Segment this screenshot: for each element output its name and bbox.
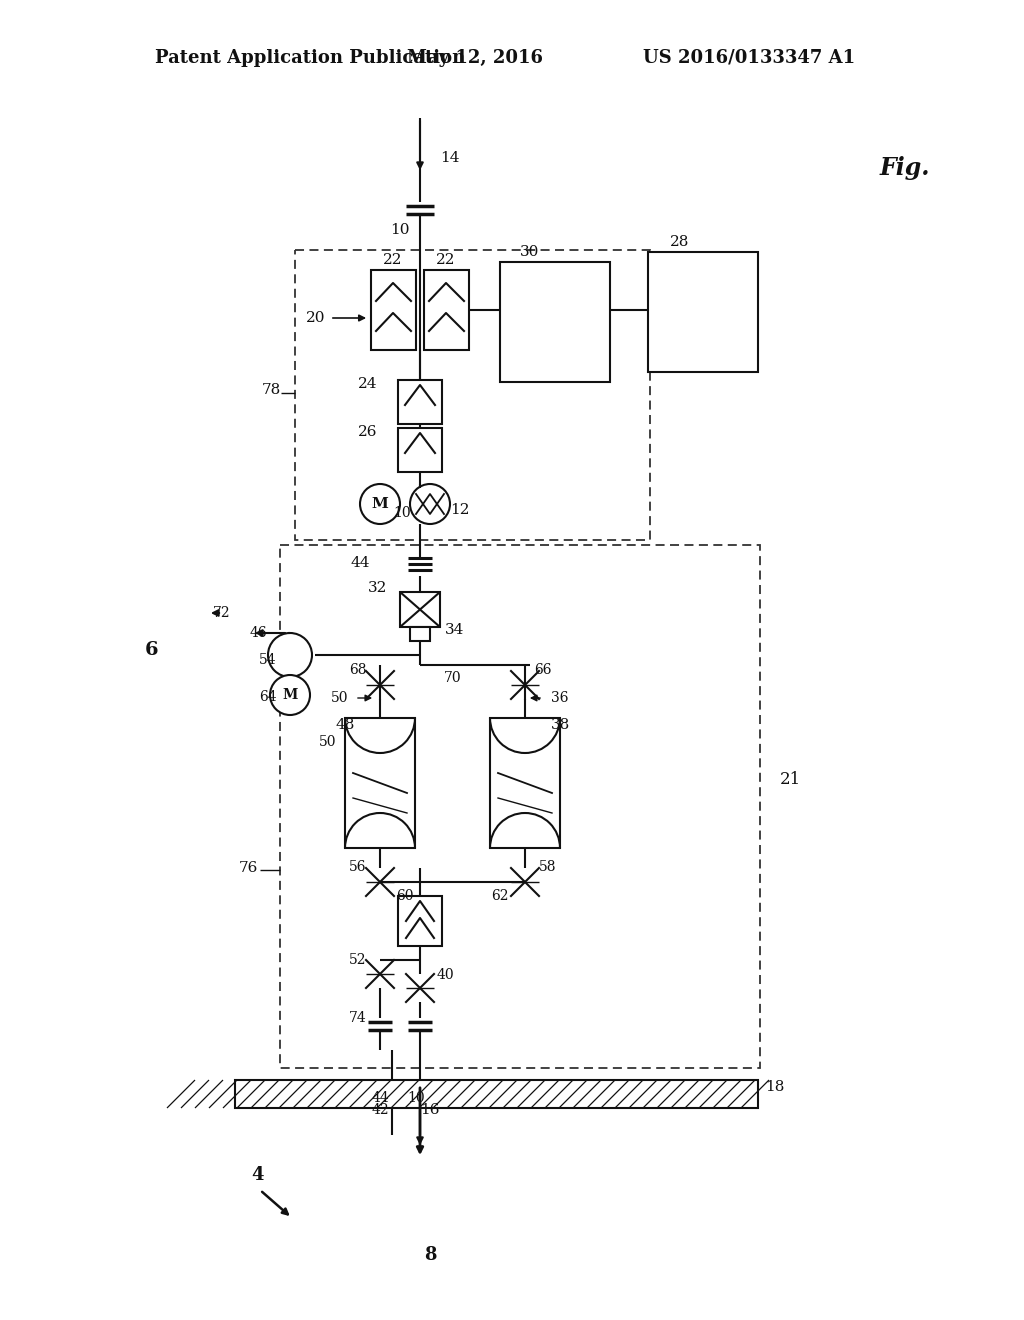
Text: 21: 21 xyxy=(779,771,801,788)
Bar xyxy=(398,380,442,424)
Circle shape xyxy=(410,484,450,524)
Text: 10: 10 xyxy=(393,506,411,520)
Circle shape xyxy=(270,675,310,715)
Text: 44: 44 xyxy=(371,1092,389,1105)
Bar xyxy=(410,627,430,642)
Text: M: M xyxy=(372,498,388,511)
Text: 22: 22 xyxy=(436,253,456,267)
Circle shape xyxy=(268,634,312,677)
Bar xyxy=(398,428,442,473)
Bar xyxy=(234,1080,758,1107)
Text: 66: 66 xyxy=(535,663,552,677)
Text: 50: 50 xyxy=(319,735,337,748)
Text: 58: 58 xyxy=(540,861,557,874)
Text: 32: 32 xyxy=(369,581,388,595)
Text: 54: 54 xyxy=(259,653,276,667)
Bar xyxy=(648,252,758,372)
Text: 62: 62 xyxy=(492,888,509,903)
Text: 8: 8 xyxy=(424,1246,436,1265)
Text: 10: 10 xyxy=(390,223,410,238)
Bar xyxy=(345,718,415,847)
Bar xyxy=(280,545,760,1068)
Text: 18: 18 xyxy=(765,1080,784,1094)
Text: 72: 72 xyxy=(213,606,230,620)
Text: 34: 34 xyxy=(445,623,465,638)
Text: 24: 24 xyxy=(358,378,378,391)
Text: 76: 76 xyxy=(239,861,258,875)
Text: 50: 50 xyxy=(331,690,349,705)
Bar xyxy=(490,718,560,847)
Bar xyxy=(371,271,416,350)
Text: 14: 14 xyxy=(440,150,460,165)
Bar xyxy=(500,261,610,381)
Text: 56: 56 xyxy=(349,861,367,874)
Text: 4: 4 xyxy=(252,1166,264,1184)
Bar xyxy=(398,896,442,946)
Text: 26: 26 xyxy=(358,425,378,440)
Text: 16: 16 xyxy=(420,1104,439,1117)
Text: 46: 46 xyxy=(249,626,267,640)
Text: 78: 78 xyxy=(261,383,281,397)
Text: 40: 40 xyxy=(436,968,454,982)
Text: 36: 36 xyxy=(551,690,568,705)
Text: May 12, 2016: May 12, 2016 xyxy=(407,49,543,67)
Bar xyxy=(295,249,650,540)
Text: 12: 12 xyxy=(451,503,470,517)
Bar xyxy=(424,271,469,350)
Text: 48: 48 xyxy=(335,718,354,733)
Text: 22: 22 xyxy=(383,253,402,267)
Text: Fig.: Fig. xyxy=(880,156,931,180)
Circle shape xyxy=(360,484,400,524)
Text: 28: 28 xyxy=(671,235,690,249)
Text: 64: 64 xyxy=(259,690,276,704)
Text: 70: 70 xyxy=(444,671,462,685)
Text: 30: 30 xyxy=(520,246,540,259)
Text: M: M xyxy=(283,688,298,702)
Text: 20: 20 xyxy=(306,312,326,325)
Text: 44: 44 xyxy=(350,556,370,570)
Text: 38: 38 xyxy=(550,718,569,733)
Text: Patent Application Publication: Patent Application Publication xyxy=(155,49,465,67)
Text: 10: 10 xyxy=(408,1092,425,1105)
Text: 52: 52 xyxy=(349,953,367,968)
Text: 68: 68 xyxy=(349,663,367,677)
Text: 6: 6 xyxy=(145,642,159,659)
Text: 60: 60 xyxy=(396,888,414,903)
Text: 74: 74 xyxy=(349,1011,367,1026)
Text: 42: 42 xyxy=(371,1104,389,1117)
Bar xyxy=(400,591,440,627)
Text: US 2016/0133347 A1: US 2016/0133347 A1 xyxy=(643,49,855,67)
